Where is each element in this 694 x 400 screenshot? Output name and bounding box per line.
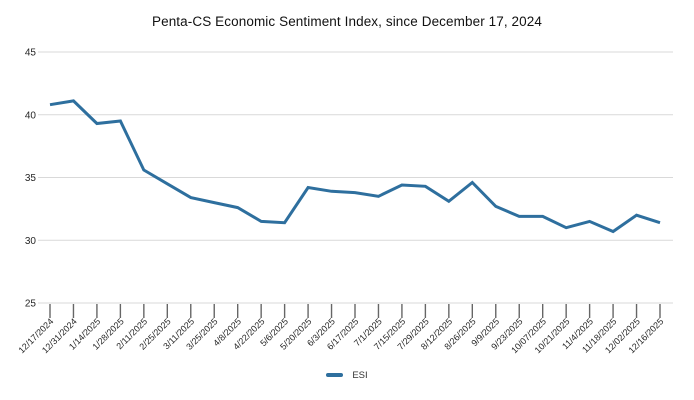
- esi-line-series: [49, 99, 661, 234]
- chart-title: Penta-CS Economic Sentiment Index, since…: [151, 14, 542, 29]
- y-axis-tick-label: 25: [25, 299, 37, 310]
- y-axis-tick-label: 30: [25, 236, 37, 247]
- legend-line-swatch: [326, 372, 344, 378]
- legend: ESI: [0, 367, 694, 383]
- legend-label: ESI: [352, 369, 368, 381]
- y-axis-tick-label: 40: [25, 110, 37, 121]
- y-axis-tick-label: 45: [25, 48, 37, 59]
- y-axis-tick-label: 35: [25, 173, 37, 184]
